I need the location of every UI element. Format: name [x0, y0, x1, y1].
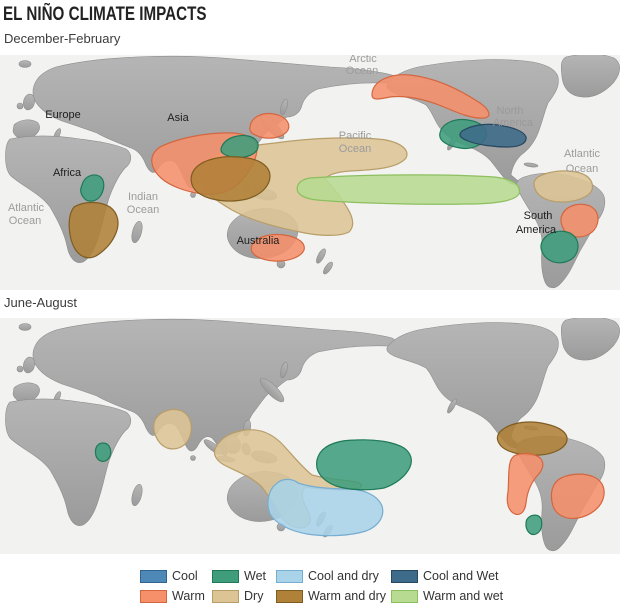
impact-region-cool-wet-southern-us [459, 123, 527, 148]
legend-label-cool-dry: Cool and dry [308, 569, 379, 583]
label-north-america-1: North [497, 105, 524, 117]
impact-region-cool-dry-southwest-pacific [267, 478, 384, 537]
panel-djf-subtitle: December-February [4, 31, 121, 46]
impact-region-warm-brazil [550, 473, 605, 520]
map-labels-djf: Europe Asia Africa Australia South Ameri… [8, 55, 601, 247]
legend-swatch-wet [212, 569, 239, 583]
legend-swatch-cool-wet [391, 569, 418, 583]
label-atlantic-east-2: Ocean [566, 163, 598, 175]
legend-swatch-cool-dry [276, 569, 303, 583]
label-north-america-2: America [493, 117, 534, 129]
label-asia: Asia [167, 112, 189, 124]
impact-regions-djf [68, 74, 599, 264]
legend-label-warm-dry: Warm and dry [308, 589, 387, 603]
page-title: EL NIÑO CLIMATE IMPACTS [3, 4, 207, 25]
map-june-august [0, 318, 620, 554]
panel-jja-subtitle: June-August [4, 295, 77, 310]
legend-item-warm-wet: Warm and wet [391, 589, 503, 603]
label-africa: Africa [53, 167, 82, 179]
impact-regions-jja [94, 408, 605, 537]
label-atlantic-west-2: Ocean [9, 215, 41, 227]
impact-region-wet-central-chile [525, 514, 543, 536]
label-south-america-1: South [524, 210, 553, 222]
label-arctic-1: Arctic [349, 55, 377, 65]
legend-item-wet: Wet [212, 569, 266, 583]
legend-label-dry: Dry [244, 589, 264, 603]
map-december-february: Europe Asia Africa Australia South Ameri… [0, 55, 620, 290]
legend-swatch-warm-wet [391, 589, 418, 603]
panel-jja-header: June-August [0, 290, 620, 318]
impact-region-dry-north-south-america [533, 170, 594, 203]
legend-item-cool: Cool [140, 569, 198, 583]
legend-swatch-cool [140, 569, 167, 583]
legend-label-cool: Cool [172, 569, 198, 583]
impact-region-warm-wet-equatorial-pacific [296, 174, 521, 205]
legend-item-cool-wet: Cool and Wet [391, 569, 499, 583]
impact-region-dry-india [153, 408, 192, 450]
impact-region-warm-southeast-australia [250, 233, 305, 262]
legend-label-warm-wet: Warm and wet [423, 589, 504, 603]
label-europe: Europe [45, 109, 80, 121]
legend-label-wet: Wet [244, 569, 266, 583]
impact-region-wet-east-africa-jja [94, 442, 112, 462]
legend-label-warm: Warm [172, 589, 205, 603]
legend-swatch-warm-dry [276, 589, 303, 603]
label-australia: Australia [237, 235, 281, 247]
impact-region-wet-central-pacific [316, 439, 412, 491]
label-indian-2: Ocean [127, 204, 159, 216]
impact-region-warm-dry-indonesia [190, 156, 271, 202]
legend-swatch-warm [140, 589, 167, 603]
label-atlantic-west-1: Atlantic [8, 202, 45, 214]
label-arctic-2: Ocean [346, 65, 378, 77]
legend-swatch-dry [212, 589, 239, 603]
impact-region-wet-south-china [220, 134, 259, 159]
impact-region-warm-dry-southern-africa [68, 201, 119, 259]
page-header: EL NIÑO CLIMATE IMPACTS December-Februar… [0, 0, 620, 55]
legend-item-warm: Warm [140, 589, 205, 603]
label-pacific-2: Ocean [339, 143, 371, 155]
legend-item-warm-dry: Warm and dry [276, 589, 386, 603]
impact-region-wet-east-africa [80, 174, 105, 202]
impact-region-warm-alaska [371, 74, 490, 119]
legend: Cool Wet Cool and dry Cool and Wet Warm … [0, 554, 620, 613]
impact-region-warm-dry-caribbean [496, 421, 568, 456]
label-indian-1: Indian [128, 191, 158, 203]
impact-region-warm-andes [506, 452, 544, 516]
legend-item-dry: Dry [212, 589, 263, 603]
impact-region-warm-japan [249, 112, 290, 139]
impact-region-wet-southern-south-america [540, 230, 579, 264]
legend-label-cool-wet: Cool and Wet [423, 569, 499, 583]
legend-item-cool-dry: Cool and dry [276, 569, 379, 583]
label-south-america-2: America [516, 224, 557, 236]
label-atlantic-east-1: Atlantic [564, 148, 601, 160]
label-pacific-1: Pacific [339, 130, 372, 142]
